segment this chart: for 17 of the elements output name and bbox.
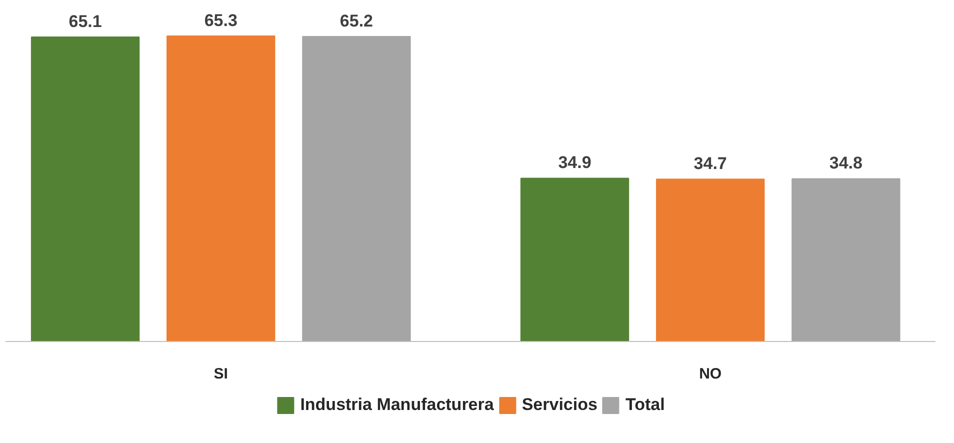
data-label: 34.8 — [829, 154, 862, 173]
legend-label: Total — [625, 395, 665, 415]
bar — [656, 178, 765, 342]
x-tick-label: SI — [214, 366, 228, 382]
legend-label: Servicios — [522, 395, 598, 415]
bar — [520, 178, 630, 342]
legend-label: Industria Manufacturera — [300, 395, 494, 415]
data-label: 34.9 — [558, 153, 592, 172]
data-label: 65.3 — [204, 11, 238, 30]
x-tick-label: NO — [699, 366, 722, 382]
data-label: 34.7 — [694, 154, 727, 174]
bar — [792, 178, 900, 342]
bar — [166, 36, 276, 342]
bar — [302, 36, 411, 342]
bar — [30, 36, 140, 342]
data-label: 65.2 — [340, 12, 374, 31]
data-label: 65.1 — [68, 12, 102, 31]
